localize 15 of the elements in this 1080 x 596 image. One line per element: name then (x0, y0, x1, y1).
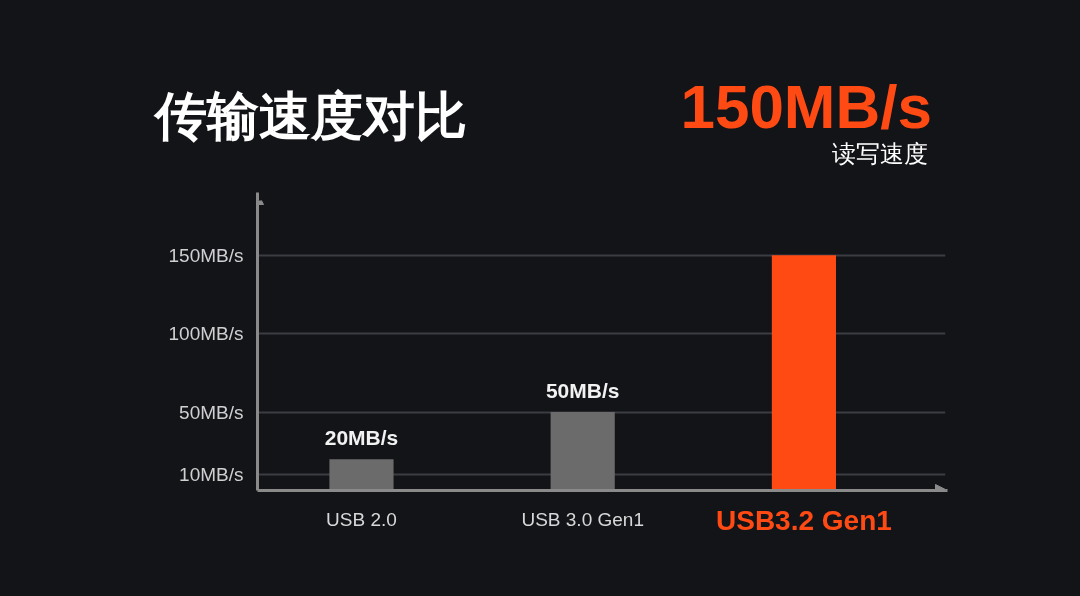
chart-title: 传输速度对比 (155, 86, 467, 146)
x-tick-label: USB 2.0 (326, 508, 397, 530)
bar (329, 459, 394, 491)
data-label: 50MB/s (545, 379, 620, 403)
text: 读写速度 (832, 140, 928, 168)
y-tick-label: 50MB/s (179, 401, 244, 423)
x-tick-label: USB 3.0 Gen1 (521, 508, 644, 530)
bar (771, 255, 836, 491)
y-tick-label: 10MB/s (179, 464, 244, 486)
x-tick-label: USB3.2 Gen1 (715, 504, 892, 536)
y-tick-label: 100MB/s (168, 323, 244, 345)
data-label: 20MB/s (324, 426, 399, 450)
text: 150MB/s (680, 72, 932, 141)
y-tick-label: 150MB/s (168, 244, 244, 266)
bar (550, 412, 615, 491)
